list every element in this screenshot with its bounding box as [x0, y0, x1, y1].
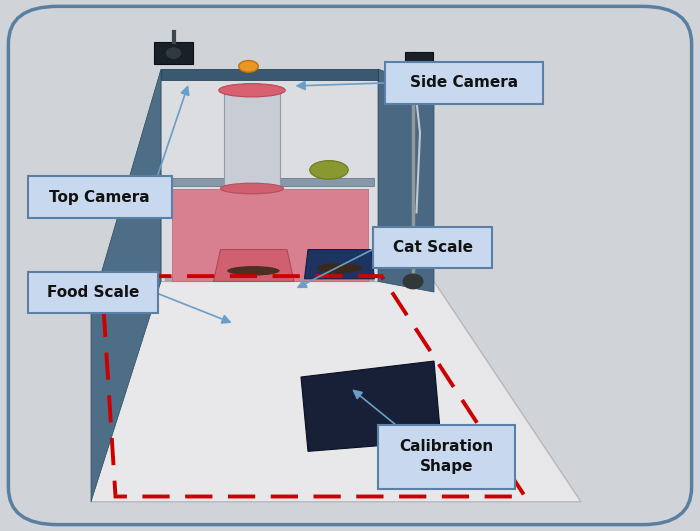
Ellipse shape: [309, 160, 349, 179]
Bar: [172, 189, 368, 281]
Polygon shape: [301, 361, 441, 451]
Bar: [154, 42, 192, 64]
Polygon shape: [91, 281, 581, 502]
Circle shape: [402, 273, 423, 289]
Bar: [405, 52, 433, 69]
Ellipse shape: [227, 266, 279, 276]
Text: Top Camera: Top Camera: [50, 190, 150, 204]
Polygon shape: [161, 69, 378, 281]
Ellipse shape: [239, 61, 258, 72]
Polygon shape: [214, 250, 294, 281]
Polygon shape: [304, 250, 374, 279]
FancyBboxPatch shape: [378, 425, 514, 489]
FancyBboxPatch shape: [28, 176, 172, 218]
Bar: [161, 69, 378, 80]
Text: Cat Scale: Cat Scale: [393, 240, 473, 255]
FancyBboxPatch shape: [8, 6, 692, 525]
FancyBboxPatch shape: [385, 62, 542, 104]
Polygon shape: [91, 69, 161, 502]
Ellipse shape: [220, 183, 284, 194]
Text: Calibration
Shape: Calibration Shape: [399, 439, 493, 474]
Ellipse shape: [316, 263, 363, 273]
Bar: [164, 276, 374, 281]
Ellipse shape: [218, 84, 286, 97]
Bar: [164, 178, 374, 186]
Polygon shape: [224, 90, 280, 189]
Text: Food Scale: Food Scale: [47, 285, 139, 300]
FancyBboxPatch shape: [373, 227, 492, 268]
Polygon shape: [378, 69, 434, 292]
Circle shape: [165, 47, 182, 59]
FancyBboxPatch shape: [28, 272, 158, 313]
Text: Side Camera: Side Camera: [410, 75, 518, 90]
